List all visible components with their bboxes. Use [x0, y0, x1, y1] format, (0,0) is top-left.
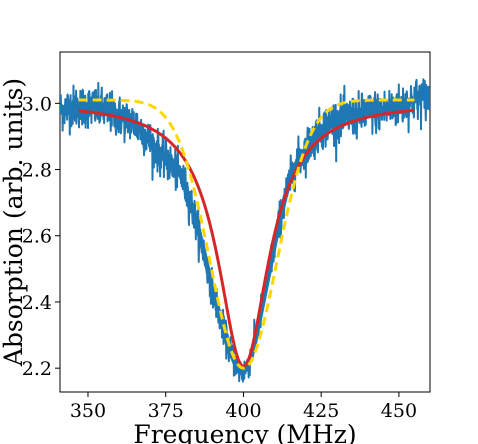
series-lorentzian-fit — [78, 108, 415, 369]
y-axis-ticks: 2.2 2.4 2.6 2.8 3.0 — [22, 93, 60, 380]
series-gaussian-fit — [78, 98, 415, 370]
y-tick-label: 2.2 — [22, 358, 52, 380]
x-tick-label: 450 — [381, 400, 417, 422]
series-layer — [60, 78, 430, 383]
x-axis-ticks: 350 375 400 425 450 — [70, 392, 417, 422]
x-tick-label: 400 — [225, 400, 261, 422]
x-axis-label: Frequency (MHz) — [133, 420, 356, 444]
x-tick-label: 425 — [303, 400, 339, 422]
x-tick-label: 350 — [70, 400, 106, 422]
y-tick-label: 2.4 — [22, 292, 52, 314]
y-tick-label: 3.0 — [22, 93, 52, 115]
x-tick-label: 375 — [148, 400, 184, 422]
y-tick-label: 2.6 — [22, 226, 52, 248]
y-tick-label: 2.8 — [22, 160, 52, 182]
y-axis-label: Absorption (arb. units) — [0, 78, 28, 367]
